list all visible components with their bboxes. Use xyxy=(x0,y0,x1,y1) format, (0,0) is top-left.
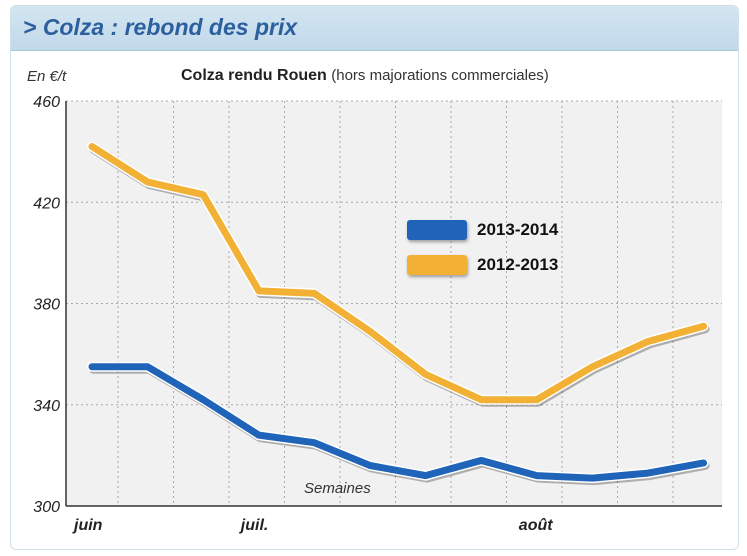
series-line-2013-2014 xyxy=(88,363,708,482)
legend-swatch xyxy=(407,219,467,240)
banner-title: > Colza : rebond des prix xyxy=(23,14,298,40)
y-tick-label: 420 xyxy=(33,195,60,212)
legend-label: 2013-2014 xyxy=(477,219,559,239)
series-line-2012-2013 xyxy=(88,143,708,404)
x-tick-label: juin xyxy=(72,517,103,534)
y-tick-label: 460 xyxy=(33,94,60,111)
x-tick-label: août xyxy=(519,517,553,534)
y-tick-label: 300 xyxy=(33,499,60,516)
chart-title: Colza rendu Rouen (hors majorations comm… xyxy=(181,67,549,85)
legend-swatch xyxy=(407,254,467,275)
legend-entry: 2012-2013 xyxy=(407,247,558,282)
chart-subtitle: (hors majorations commerciales) xyxy=(331,67,549,84)
y-tick-label: 340 xyxy=(33,398,60,415)
legend-label: 2012-2013 xyxy=(477,254,559,274)
banner: > Colza : rebond des prix xyxy=(11,6,738,51)
y-axis-unit: En €/t xyxy=(27,68,67,85)
y-tick-label: 380 xyxy=(33,297,60,314)
legend-entry: 2013-2014 xyxy=(407,212,558,247)
x-tick-label: juil. xyxy=(239,517,269,534)
legend: 2013-2014 2012-2013 xyxy=(407,212,558,282)
x-axis-label: Semaines xyxy=(304,480,371,497)
plot-area xyxy=(66,101,722,506)
chart-title-main: Colza rendu Rouen xyxy=(181,67,327,84)
